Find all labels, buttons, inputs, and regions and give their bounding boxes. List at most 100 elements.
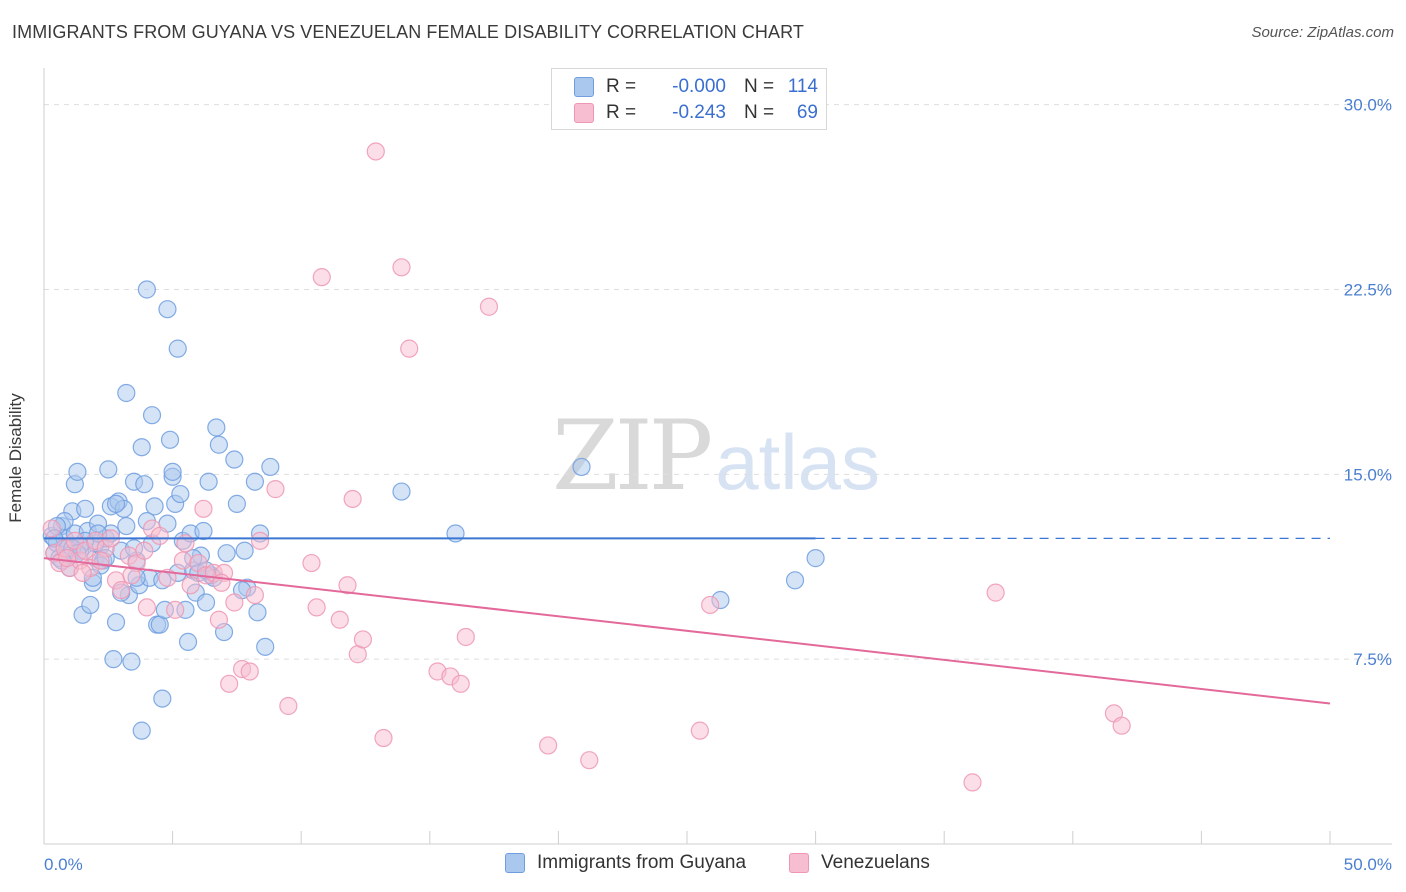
venezuelan-point [176, 534, 195, 553]
guyana-point [225, 450, 244, 469]
y-axis-label: Female Disability [6, 393, 25, 523]
venezuelan-point [580, 751, 599, 770]
guyana-point [117, 383, 136, 403]
guyana-point [446, 524, 465, 543]
guyana-point [117, 516, 136, 536]
venezuelan-point [173, 551, 192, 570]
y-tick-label: 30.0% [1344, 96, 1392, 115]
grid-lines [44, 104, 1392, 660]
series-legend-swatch-venezuelans [789, 853, 809, 873]
venezuelan-point [701, 595, 720, 615]
guyana-point [217, 544, 236, 563]
guyana-point [132, 721, 151, 740]
watermark-zip: ZIP [552, 400, 713, 512]
venezuelan-point [400, 339, 419, 358]
data-points [42, 142, 1131, 792]
guyana-point [235, 541, 254, 560]
guyana-point [209, 435, 228, 454]
guyana-point [153, 689, 172, 708]
guyana-point [245, 472, 265, 491]
legend-r-value: -0.000 [672, 76, 726, 97]
venezuelan-point [137, 598, 156, 617]
guyana-point [106, 494, 126, 513]
correlation-legend: R = -0.000 N = 114 R = -0.243 N = 69 [551, 68, 827, 130]
guyana-point [137, 280, 156, 299]
venezuelan-point [150, 526, 169, 546]
venezuelan-point [158, 568, 177, 587]
venezuelan-point [312, 268, 331, 287]
guyana-point [145, 497, 164, 516]
venezuelan-point [338, 576, 357, 595]
guyana-point [572, 457, 591, 477]
guyana-point [227, 494, 246, 513]
venezuelan-point [266, 480, 285, 499]
venezuelan-point [194, 499, 213, 518]
legend-r-value: -0.243 [672, 102, 726, 123]
legend-n-label: N = [744, 76, 775, 97]
venezuelan-point [330, 610, 349, 629]
series-legend-swatch-guyana [505, 853, 525, 873]
venezuelan-point [209, 610, 228, 629]
venezuelan-point [366, 142, 385, 161]
legend-swatch-guyana [574, 77, 594, 97]
guyana-point [163, 462, 182, 481]
venezuelan-point [112, 581, 131, 600]
venezuelan-point [392, 258, 411, 277]
guyana-point [785, 571, 805, 590]
guyana-point [68, 462, 87, 481]
venezuelan-point [91, 551, 110, 570]
guyana-point [261, 457, 280, 477]
venezuelan-point [225, 593, 244, 612]
venezuelan-point [73, 563, 92, 583]
series-legend-item-venezuelans[interactable]: Venezuelans [789, 852, 930, 874]
guyana-point [392, 482, 411, 501]
guyana-point [194, 521, 213, 541]
legend-r-label: R = [606, 102, 637, 123]
venezuelan-point [963, 773, 982, 792]
venezuelan-point [690, 721, 709, 740]
venezuelan-point [166, 600, 185, 619]
guyana-point [99, 460, 118, 479]
y-tick-label: 22.5% [1344, 280, 1392, 299]
guyana-point [106, 613, 126, 632]
x-tick-label: 50.0% [1344, 855, 1392, 874]
series-legend-item-guyana[interactable]: Immigrants from Guyana [505, 852, 746, 874]
venezuelan-point [135, 541, 154, 560]
venezuelan-point [353, 630, 373, 649]
guyana-point [196, 593, 216, 612]
guyana-point [142, 406, 162, 425]
venezuelan-point [1112, 716, 1131, 735]
venezuelan-trend-line [43, 557, 1331, 705]
y-tick-label: 7.5% [1353, 650, 1392, 669]
venezuelan-point [220, 674, 239, 693]
venezuelan-point [42, 519, 61, 538]
watermark-atlas: atlas [715, 418, 880, 506]
venezuelan-point [279, 696, 298, 716]
chart-source: Source: ZipAtlas.com [1251, 24, 1394, 41]
guyana-point [81, 595, 100, 615]
venezuelan-point [986, 583, 1005, 602]
legend-row-venezuelans: R = -0.243 N = 69 [574, 100, 818, 126]
legend-r-label: R = [606, 76, 637, 97]
guyana-point [806, 549, 825, 568]
venezuelan-point [456, 627, 475, 647]
guyana-point [168, 339, 187, 358]
legend-n-value: 114 [787, 76, 818, 97]
guyana-point [122, 652, 141, 671]
axes [43, 68, 1392, 845]
watermark: ZIPatlas [552, 400, 880, 512]
venezuelan-point [122, 566, 141, 585]
series-legend-label: Venezuelans [821, 852, 930, 873]
guyana-point [248, 603, 267, 622]
guyana-point [76, 499, 95, 518]
series-legend: Immigrants from Guyana Venezuelans [0, 852, 1406, 878]
venezuelan-point [250, 531, 270, 550]
venezuelan-point [479, 297, 499, 316]
venezuelan-point [374, 728, 393, 748]
venezuelan-point [539, 736, 558, 755]
guyana-point [104, 650, 123, 669]
venezuelan-point [343, 489, 362, 509]
trend-lines [43, 537, 1331, 705]
series-legend-label: Immigrants from Guyana [537, 852, 747, 873]
